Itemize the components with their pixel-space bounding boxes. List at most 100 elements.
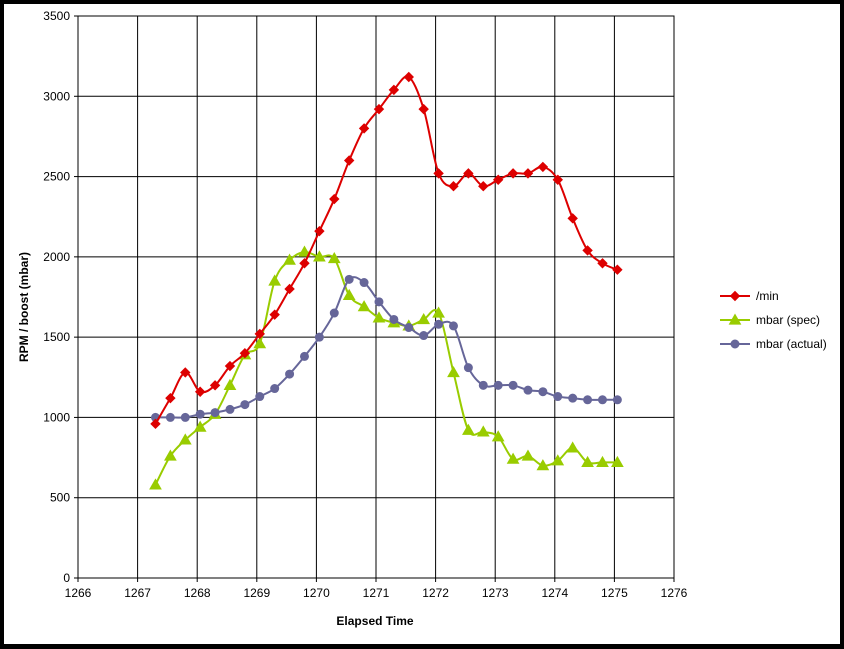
x-tick-label: 1276 [661,586,688,600]
legend-label: mbar (spec) [756,313,820,327]
data-point [254,328,265,340]
data-point [299,258,310,269]
data-point [313,250,326,262]
data-point [329,193,340,205]
data-point [597,395,607,405]
data-point [506,452,520,464]
data-point [374,297,384,307]
y-tick-label: 3500 [43,9,70,23]
x-tick-label: 1271 [363,586,390,600]
data-point [418,103,429,115]
data-point [493,380,503,390]
legend-marker [728,313,742,325]
data-point [553,392,563,402]
data-point [523,385,533,395]
data-point [342,288,356,301]
y-tick-label: 2000 [43,250,70,264]
data-point [568,393,578,403]
data-point [255,392,265,402]
y-tick-label: 2500 [43,170,70,184]
data-point [432,306,445,318]
data-point [239,347,251,359]
chart-frame: 1266 1267 1268 1269 1270 1271 1272 1273 1274 1275… [3,3,841,645]
y-axis-title: RPM / boost (mbar) [17,252,31,362]
data-point [463,363,473,373]
data-point [389,314,399,324]
data-point [372,311,386,323]
data-point [552,174,563,185]
data-point [478,180,489,192]
data-point [448,180,459,192]
data-point [582,245,593,256]
data-point [223,378,237,390]
data-point [314,332,324,342]
data-point [225,404,235,414]
data-point [583,395,593,405]
x-tick-label: 1274 [541,586,568,600]
data-point [536,459,550,471]
data-point [507,168,519,179]
series-layer [149,71,624,490]
data-point [492,174,504,185]
data-point [357,300,371,312]
data-point [210,408,220,418]
series-mbar-actual- [150,274,622,422]
legend-marker [730,339,740,349]
data-point [463,168,474,179]
y-tick-label: 1000 [43,410,70,424]
data-point [612,264,623,275]
y-tick-label: 0 [63,571,70,585]
data-point [612,395,622,405]
data-point [433,168,444,179]
data-point [476,425,490,437]
legend-label: mbar (actual) [756,337,827,351]
legend-label: /min [756,289,779,303]
data-point [193,420,207,432]
data-point [403,71,414,83]
data-point [404,323,414,333]
data-point [150,418,161,430]
data-point [165,392,176,404]
data-point [447,365,460,378]
data-point [285,369,295,379]
data-point [195,409,205,419]
legend-item: /min [720,289,779,303]
y-tick-label: 1500 [43,330,70,344]
data-point [611,455,624,468]
data-point [448,321,458,331]
data-point [596,455,609,468]
x-axis-title: Elapsed Time [336,614,413,628]
data-point [522,168,534,179]
data-point [358,123,370,134]
x-tick-label: 1269 [243,586,270,600]
data-point [269,309,280,320]
data-point [597,258,608,269]
data-point [344,274,354,284]
data-point [581,455,594,468]
legend: /min mbar (spec) mbar (actual) [720,289,827,351]
data-point [314,225,325,237]
legend-marker [729,290,741,302]
data-point [537,161,549,173]
data-point [521,449,535,461]
data-point [417,312,431,325]
data-point [551,454,565,466]
axes: 1266 1267 1268 1269 1270 1271 1272 1273 1274 1275… [43,9,687,600]
data-point [388,84,400,96]
data-point [270,384,280,394]
x-tick-label: 1275 [601,586,628,600]
data-point [178,433,192,445]
x-tick-label: 1273 [482,586,509,600]
data-point [327,251,341,264]
data-point [194,386,206,397]
data-point [149,478,162,490]
line-chart: 1266 1267 1268 1269 1270 1271 1272 1273 1274 1275… [17,9,827,628]
x-tick-label: 1272 [422,586,449,600]
data-point [253,337,267,349]
data-point [508,380,518,390]
data-point [284,283,295,295]
data-point [283,253,296,265]
x-tick-label: 1266 [65,586,92,600]
data-point [434,319,444,329]
data-point [419,331,429,341]
